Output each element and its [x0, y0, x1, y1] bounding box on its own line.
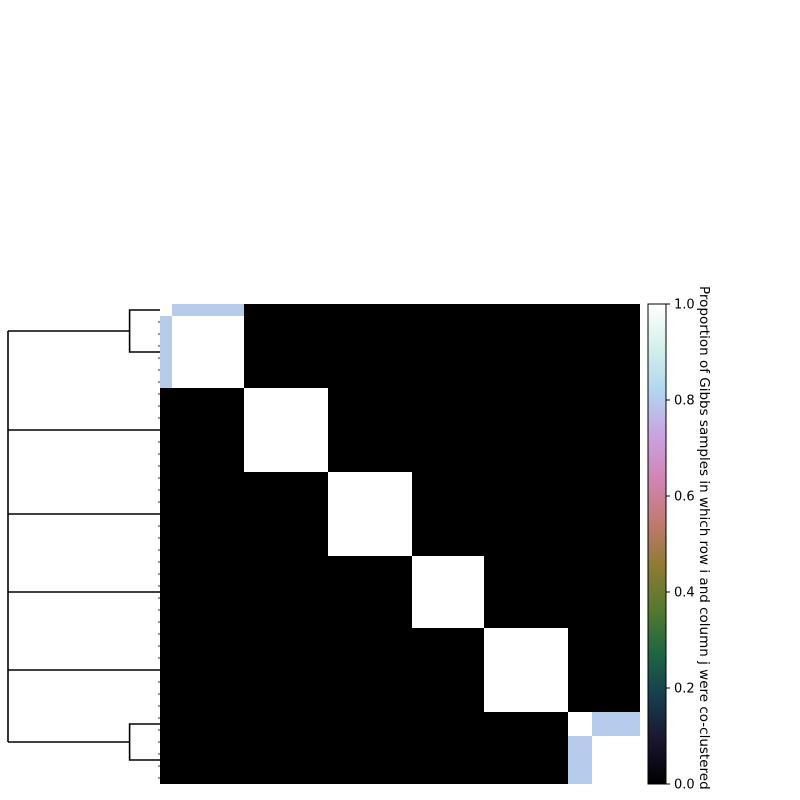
heatmap-cell-offdiag-0-upper — [172, 304, 244, 316]
row-dendrogram — [8, 310, 160, 760]
colorbar-tick-label: 0.6 — [674, 490, 695, 505]
heatmap-block-4 — [412, 556, 484, 628]
colorbar-tick-label: 0.4 — [674, 586, 695, 601]
colorbar-tick-label: 0.0 — [674, 778, 695, 793]
colorbar-tick-label: 0.8 — [674, 394, 695, 409]
colorbar-ticks: 0.0 0.2 0.4 0.6 0.8 1.0 — [666, 298, 695, 793]
colorbar-label: Proportion of Gibbs samples in which row… — [696, 286, 712, 790]
heatmap-block-7 — [592, 736, 640, 784]
heatmap-block-6 — [568, 712, 592, 736]
heatmap — [158, 304, 640, 784]
heatmap-block-3 — [328, 472, 412, 556]
colorbar-tick-label: 0.2 — [674, 682, 695, 697]
heatmap-block-2 — [244, 388, 328, 472]
dendrogram-link-0 — [130, 310, 160, 352]
heatmap-block-1 — [172, 316, 244, 388]
colorbar-gradient — [648, 304, 666, 784]
heatmap-cell-offdiag-1-upper — [592, 712, 640, 736]
heatmap-cell-offdiag-0-lower — [160, 316, 172, 388]
colorbar-tick-label: 1.0 — [674, 298, 695, 313]
colorbar: 0.0 0.2 0.4 0.6 0.8 1.0 Proportion of Gibbs s… — [648, 286, 712, 793]
heatmap-block-5 — [484, 628, 568, 712]
dendrogram-link-1 — [130, 724, 160, 760]
heatmap-block-0 — [160, 304, 172, 316]
heatmap-cell-offdiag-1-lower — [568, 736, 592, 784]
